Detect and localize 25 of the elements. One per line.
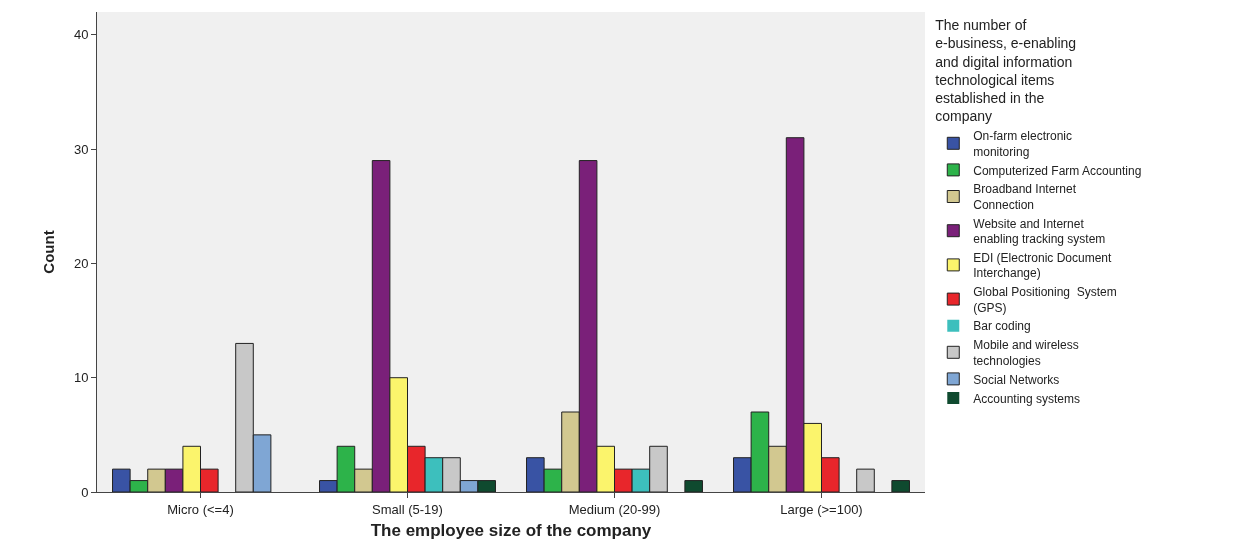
y-axis-title: Count <box>40 230 58 274</box>
legend-label: Broadband Internet Connection <box>973 182 1077 212</box>
bar <box>856 468 875 492</box>
y-tick-label: 20 <box>73 255 89 271</box>
legend-label: EDI (Electronic Document Interchange) <box>973 250 1112 281</box>
legend-label: Accounting systems <box>973 391 1080 406</box>
bar <box>684 480 703 492</box>
legend-label: Website and Internet enabling tracking system <box>973 216 1106 247</box>
x-tick-label: Medium (20-99) <box>568 501 661 517</box>
y-tick-label: 30 <box>73 141 89 157</box>
x-tick-label: Small (5-19) <box>372 501 443 517</box>
legend-label: Mobile and wireless technologies <box>973 338 1079 368</box>
x-tick-label: Large (>=100) <box>780 501 863 517</box>
x-tick-label: Micro (<=4) <box>167 501 234 517</box>
y-tick-label: 0 <box>81 484 89 500</box>
bar <box>891 480 910 492</box>
legend-label: Computerized Farm Accounting <box>973 163 1142 178</box>
x-axis-title: The employee size of the company <box>370 521 652 540</box>
y-tick-label: 40 <box>73 27 89 43</box>
legend-label: Global Positioning System (GPS) <box>973 284 1117 315</box>
legend-title: The number of e-business, e-enabling and digital information technological items established in the company <box>935 17 1077 125</box>
legend-label: Social Networks <box>973 372 1060 387</box>
legend-label: Bar coding <box>973 319 1031 334</box>
legend-label: On-farm electronic monitoring <box>973 129 1072 159</box>
y-tick-label: 10 <box>73 370 89 386</box>
